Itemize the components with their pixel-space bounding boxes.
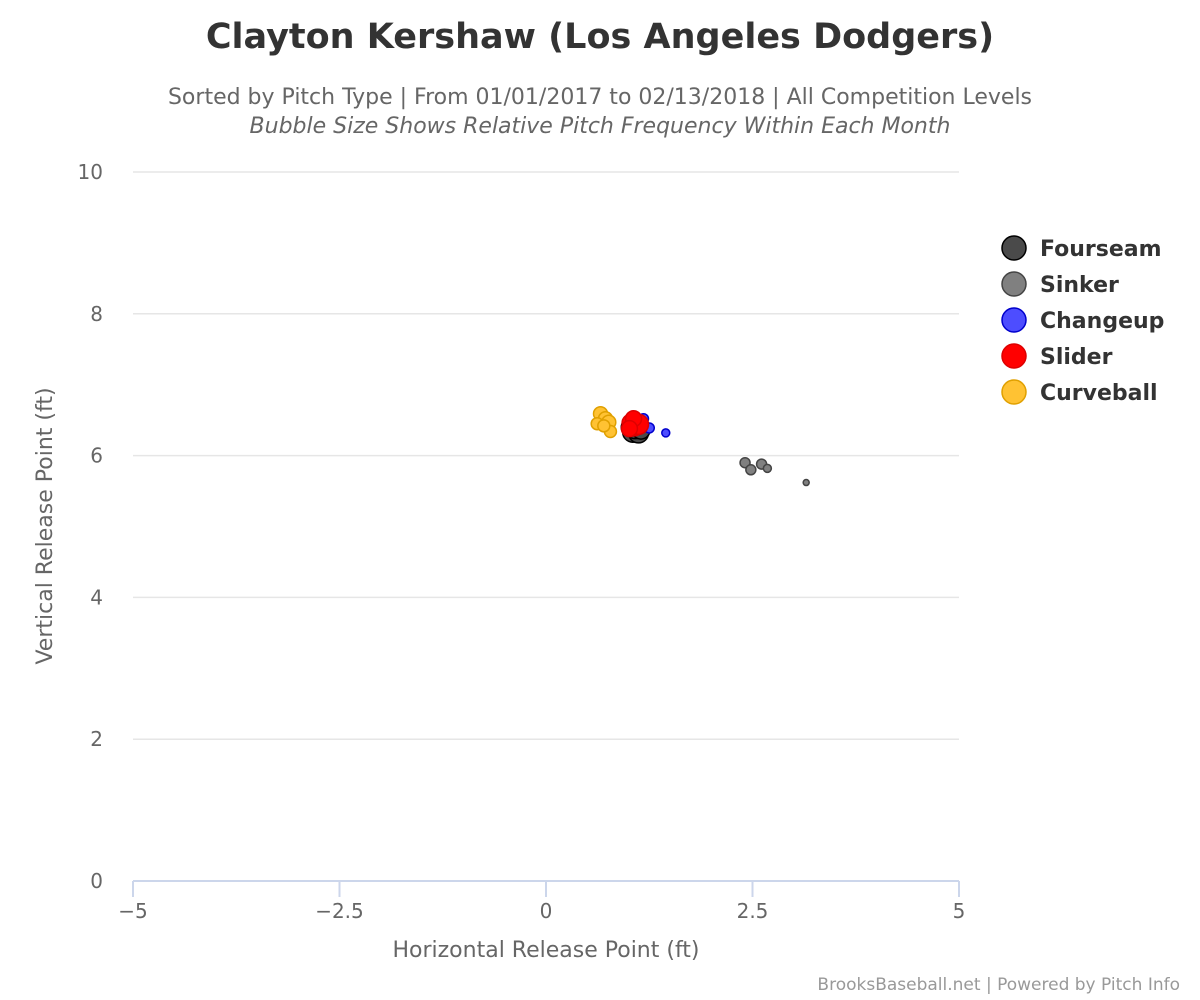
- y-tick-label: 8: [90, 302, 103, 326]
- legend-label: Curveball: [1040, 381, 1158, 406]
- point-changeup[interactable]: [661, 428, 671, 438]
- chart-title: Clayton Kershaw (Los Angeles Dodgers): [206, 17, 994, 57]
- y-tick-label: 4: [90, 585, 103, 609]
- legend-marker: [1001, 271, 1027, 297]
- point-slider[interactable]: [620, 419, 639, 438]
- x-tick-label: −2.5: [315, 899, 364, 923]
- x-tick-label: 2.5: [737, 899, 769, 923]
- legend-label: Fourseam: [1040, 237, 1162, 262]
- y-tick-label: 2: [90, 727, 103, 751]
- legend-item-curveball[interactable]: Curveball: [1001, 379, 1158, 406]
- y-tick-label: 0: [90, 869, 103, 893]
- point-curveball[interactable]: [597, 419, 611, 433]
- point-sinker[interactable]: [745, 464, 757, 476]
- plot-area[interactable]: [590, 406, 810, 487]
- legend-item-fourseam[interactable]: Fourseam: [1001, 235, 1162, 262]
- legend-item-slider[interactable]: Slider: [1001, 343, 1113, 370]
- legend-marker: [1001, 307, 1027, 333]
- x-axis: −5 −2.5 0 2.5 5: [118, 880, 966, 923]
- series-sinker: [739, 456, 810, 487]
- legend-label: Changeup: [1040, 309, 1164, 334]
- credits[interactable]: BrooksBaseball.net | Powered by Pitch In…: [817, 975, 1180, 995]
- legend-marker: [1001, 343, 1027, 369]
- legend: Fourseam Sinker Changeup Slider Curveball: [1001, 235, 1164, 406]
- legend-label: Slider: [1040, 345, 1113, 370]
- series-curveball: [590, 406, 618, 439]
- x-tick-label: −5: [118, 899, 147, 923]
- legend-item-changeup[interactable]: Changeup: [1001, 307, 1164, 334]
- y-axis-title: Vertical Release Point (ft): [33, 387, 58, 664]
- x-tick-label: 5: [953, 899, 966, 923]
- y-tick-label: 6: [90, 444, 103, 468]
- legend-label: Sinker: [1040, 273, 1119, 298]
- y-tick-label: 10: [78, 160, 103, 184]
- chart-subtitle: Sorted by Pitch Type | From 01/01/2017 t…: [168, 85, 1032, 110]
- legend-marker: [1001, 379, 1027, 405]
- point-sinker[interactable]: [802, 478, 810, 487]
- y-axis-ticks: 0 2 4 6 8 10: [78, 160, 103, 893]
- legend-marker: [1001, 235, 1027, 261]
- series-slider: [620, 409, 650, 438]
- x-axis-title: Horizontal Release Point (ft): [392, 938, 699, 963]
- legend-item-sinker[interactable]: Sinker: [1001, 271, 1119, 298]
- x-tick-label: 0: [540, 899, 553, 923]
- point-sinker[interactable]: [762, 463, 773, 474]
- chart-subtitle-italic: Bubble Size Shows Relative Pitch Frequen…: [250, 114, 951, 139]
- gridlines: [133, 171, 959, 740]
